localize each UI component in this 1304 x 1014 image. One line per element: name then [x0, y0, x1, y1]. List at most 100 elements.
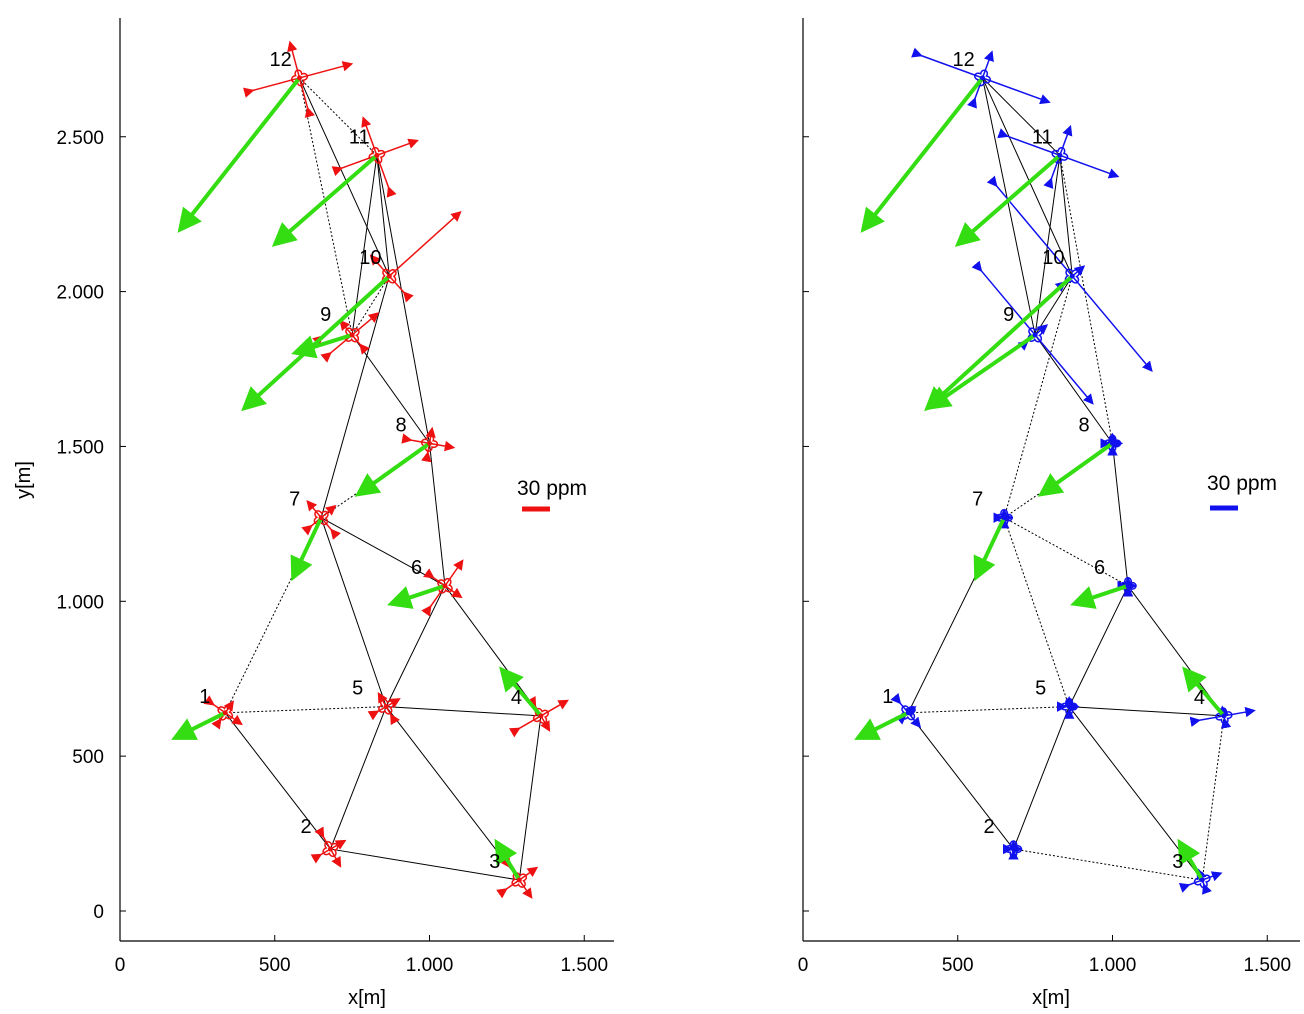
x-tick-label: 1.500 [1243, 955, 1291, 976]
point-label: 12 [953, 49, 975, 71]
network-point [386, 273, 392, 279]
point-label: 2 [300, 816, 311, 838]
strain-rosette [1064, 268, 1080, 284]
point-label: 8 [396, 414, 407, 436]
network-point [427, 440, 432, 446]
point-label: 5 [1035, 678, 1046, 700]
strain-rosette [1215, 707, 1233, 725]
displacement-vector [854, 711, 910, 740]
strain-rosette [900, 705, 916, 721]
network-point [1057, 152, 1063, 158]
strain-rosette [511, 872, 528, 888]
network-edge [908, 706, 1070, 714]
strain-rosette [1004, 840, 1023, 858]
scale-label: 30 ppm [517, 477, 587, 500]
network-point [905, 710, 911, 716]
network-point [980, 75, 986, 81]
displacement-vector [499, 666, 543, 718]
point-label: 2 [983, 816, 994, 838]
displacement-vector [171, 711, 227, 740]
network-point [1221, 713, 1227, 719]
y-tick-label: 0 [93, 902, 104, 923]
network-point [1125, 583, 1131, 589]
displacement-vector [290, 516, 323, 582]
strain-rosette [313, 510, 329, 526]
network-edge [385, 585, 446, 707]
point-label: 7 [289, 489, 300, 511]
point-label: 10 [359, 247, 381, 269]
displacement-vector [241, 274, 391, 412]
point-label: 11 [349, 126, 370, 148]
point-label: 6 [1094, 557, 1105, 579]
strain-rosette [1060, 697, 1078, 716]
x-tick-label: 1.500 [560, 955, 608, 976]
point-label: 6 [411, 557, 422, 579]
strain-rosette [995, 508, 1013, 527]
strain-rosette [368, 146, 386, 164]
point-label: 7 [972, 489, 983, 511]
strain-rosette [1103, 434, 1122, 453]
network-point [327, 846, 333, 852]
network-point [222, 710, 228, 716]
displacement-vector [1037, 441, 1114, 497]
network-point [1032, 332, 1038, 338]
y-tick-label: 2.000 [56, 283, 104, 304]
strain-rosette [322, 840, 339, 858]
network-edge [224, 712, 331, 850]
y-tick-label: 1.500 [56, 437, 104, 458]
network-edge [329, 706, 387, 850]
point-label: 5 [352, 678, 363, 700]
point-label: 9 [320, 304, 331, 326]
network-point [1001, 515, 1007, 521]
network-edge [982, 77, 1036, 336]
displacement-vector [860, 76, 985, 233]
displacement-vector [973, 516, 1006, 582]
network-point [1199, 877, 1205, 883]
strain-rosette [1051, 146, 1069, 164]
strain-rosette [1193, 871, 1211, 889]
point-label: 1 [199, 686, 210, 708]
network-edge [907, 712, 1014, 850]
network-point [318, 515, 324, 521]
network-point [1110, 440, 1115, 446]
x-axis-title: x[m] [1032, 987, 1070, 1009]
network-point [1069, 273, 1075, 279]
network-edge [330, 848, 520, 881]
x-tick-label: 0 [798, 955, 809, 976]
y-tick-label: 1.000 [56, 592, 104, 613]
scale-label: 30 ppm [1207, 472, 1277, 495]
network-edge [518, 715, 542, 881]
point-label: 4 [511, 687, 522, 709]
x-tick-label: 1.000 [1089, 955, 1137, 976]
strain-rosette [290, 69, 309, 87]
displacement-vector [494, 838, 521, 882]
point-label: 10 [1042, 247, 1064, 269]
network-point [383, 704, 389, 710]
network-point [538, 713, 544, 719]
displacement-vector [924, 274, 1074, 412]
network-point [442, 583, 448, 589]
x-tick-label: 1.000 [406, 955, 454, 976]
point-label: 12 [270, 49, 292, 71]
y-tick-label: 500 [72, 747, 104, 768]
network-point [1010, 846, 1016, 852]
network-edge [429, 443, 446, 586]
network-edge [1068, 585, 1129, 707]
network-edge [1112, 443, 1129, 586]
network-edge [1059, 155, 1113, 444]
x-tick-label: 500 [259, 955, 291, 976]
strain-rosette [381, 268, 397, 284]
strain-rosette [420, 434, 439, 453]
network-point [349, 332, 355, 338]
network-edge [1012, 706, 1070, 850]
network-point [297, 75, 303, 81]
point-label: 8 [1079, 414, 1090, 436]
network-edge [320, 517, 446, 587]
network-edge [1034, 334, 1113, 444]
displacement-vector [354, 441, 431, 497]
displacement-vector [177, 76, 302, 233]
x-axis-title: x[m] [348, 987, 386, 1009]
displacement-vector [926, 333, 1037, 410]
